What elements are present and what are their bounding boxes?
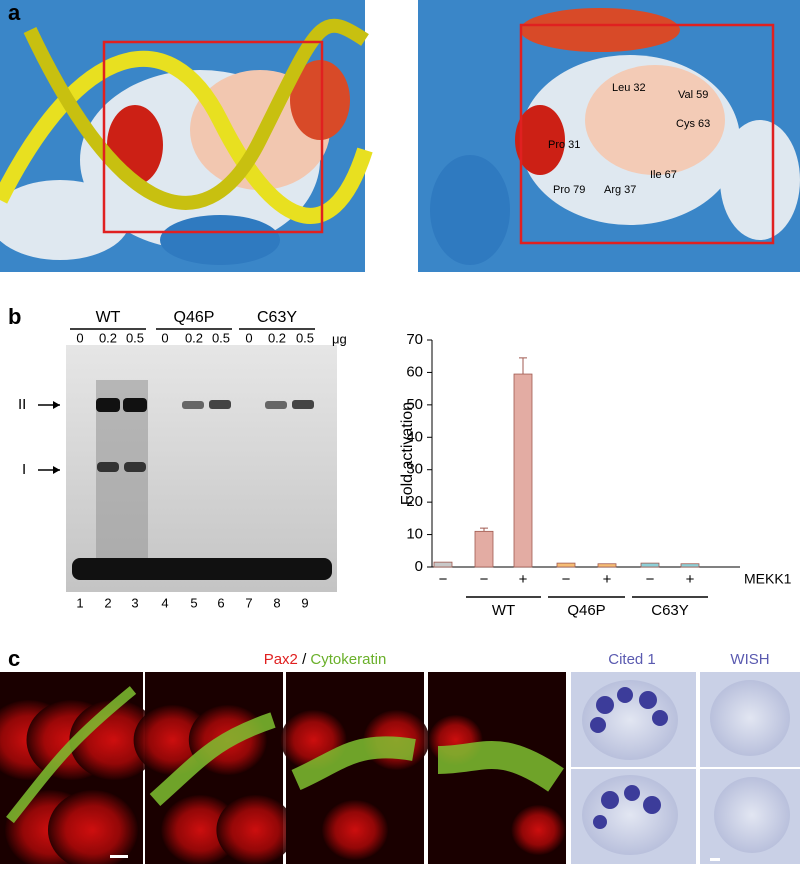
group-label: C63Y [651, 602, 689, 619]
bar [513, 373, 533, 568]
y-tick-label: 70 [406, 331, 423, 348]
structure-pocket [418, 0, 800, 272]
scale-bar [110, 855, 128, 858]
gel-amount: 0.2 [99, 330, 117, 345]
y-tick-label: 0 [415, 558, 423, 575]
y-tick-label: 50 [406, 396, 423, 413]
gel-group-label: Q46P [174, 309, 215, 326]
gel-group-label: C63Y [257, 309, 297, 326]
residue-label: Pro 79 [553, 184, 585, 196]
y-tick-label: 60 [406, 363, 423, 380]
gel-group-label: WT [96, 309, 121, 326]
lane-number: 5 [190, 595, 197, 610]
lane-number: 6 [217, 595, 224, 610]
pax2-region [161, 795, 240, 865]
bar [640, 562, 660, 568]
y-axis-label: Fold activation [399, 402, 416, 505]
residue-label: Leu 32 [612, 82, 646, 94]
group-label: Q46P [567, 602, 605, 619]
pax2-region [47, 790, 138, 869]
residue-label: Cys 63 [676, 118, 710, 130]
stain-label: Pax2 [264, 651, 298, 668]
residue-label: Ile 67 [650, 169, 677, 181]
in-situ-images [571, 672, 800, 864]
y-tick-label: 40 [406, 428, 423, 445]
residue-label: Pro 31 [548, 139, 580, 151]
y-tick-label: 20 [406, 493, 423, 510]
x-tick-label: − [439, 571, 448, 588]
y-tick-label: 10 [406, 526, 423, 543]
gel-unit: μg [332, 331, 347, 346]
pax2-region [322, 800, 388, 860]
x-tick-label: − [562, 571, 571, 588]
bar [556, 562, 576, 568]
gel-amount: 0.2 [268, 330, 286, 345]
x-tick-label: + [519, 571, 528, 588]
in-situ-label: WISH [730, 651, 769, 668]
error-bar [480, 527, 488, 532]
lane-number: 8 [273, 595, 280, 610]
pax2-region [216, 795, 295, 865]
gel-amount: 0.5 [212, 330, 230, 345]
residue-label: Val 59 [678, 89, 708, 101]
cytokeratin-branch [6, 686, 137, 824]
residue-label: Arg 37 [604, 184, 636, 196]
in-situ-label: Cited 1 [608, 651, 656, 668]
gel-amount: 0 [161, 330, 168, 345]
x-tick-label: − [480, 571, 489, 588]
gel-amount: 0.5 [126, 330, 144, 345]
x-tick-label: + [603, 571, 612, 588]
panel-letter: b [8, 304, 21, 329]
cytokeratin-branch [149, 712, 276, 806]
stain-label: / [302, 651, 307, 668]
bar [474, 530, 494, 568]
pax2-region [511, 805, 566, 855]
stain-title: Pax2 / Cytokeratin [264, 651, 387, 668]
structure-dna [0, 0, 373, 272]
lane-number: 3 [131, 595, 138, 610]
lane-number: 2 [104, 595, 111, 610]
panel-letter: c [8, 646, 20, 671]
band-label: II [18, 396, 26, 413]
gel-amount: 0.2 [185, 330, 203, 345]
gel-amount: 0.5 [296, 330, 314, 345]
lane-number: 1 [76, 595, 83, 610]
y-tick-label: 30 [406, 461, 423, 478]
x-tick-label: + [686, 571, 695, 588]
panel-letter: a [8, 0, 21, 25]
bar [433, 561, 453, 568]
lane-number: 9 [301, 595, 308, 610]
gel-amount: 0 [76, 330, 83, 345]
row-label: MEKK1 [744, 571, 792, 587]
lane-number: 7 [245, 595, 252, 610]
stain-label: Cytokeratin [310, 651, 386, 668]
x-tick-label: − [646, 571, 655, 588]
bar [680, 563, 700, 568]
band-label: I [22, 461, 26, 478]
bar [597, 563, 617, 568]
error-bar [519, 357, 527, 375]
lane-number: 4 [161, 595, 168, 610]
cytokeratin-branch [437, 741, 564, 792]
fluorescence-images [0, 672, 566, 869]
gel-image [38, 345, 337, 592]
cytokeratin-branch [291, 736, 416, 791]
group-label: WT [492, 602, 515, 619]
gel-amount: 0 [245, 330, 252, 345]
